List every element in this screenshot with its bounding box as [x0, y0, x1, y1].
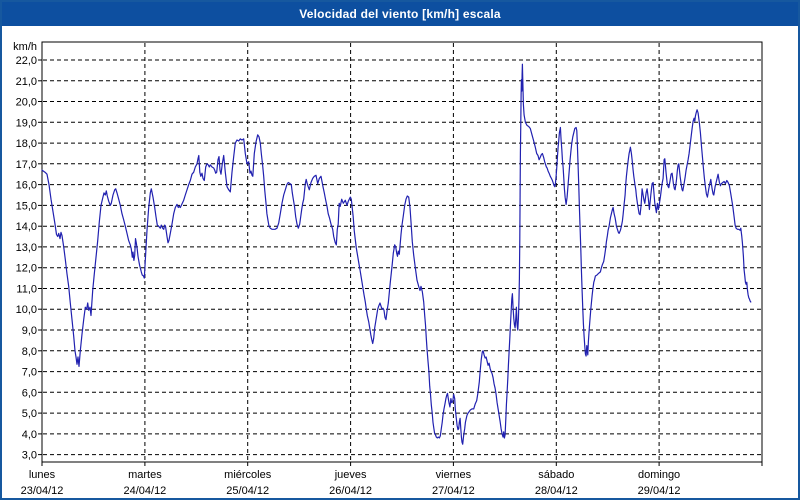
y-tick-label: 12,0 — [16, 263, 37, 275]
x-date-label: 26/04/12 — [329, 485, 372, 497]
y-tick-label: 20,0 — [16, 97, 37, 109]
wind-speed-series — [41, 63, 752, 445]
x-date-label: 24/04/12 — [123, 485, 166, 497]
plot-frame — [41, 41, 763, 463]
y-tick-label: 10,0 — [16, 304, 37, 316]
y-tick-label: 16,0 — [16, 180, 37, 192]
x-day-label: martes — [128, 469, 162, 481]
x-axis-labels: lunes 23/04/12 martes 24/04/12 miércoles 25/0… — [21, 469, 681, 497]
x-day-label: viernes — [436, 469, 472, 481]
wind-series-line — [41, 63, 752, 445]
y-tick-labels: 22,0 21,0 20,0 19,0 18,0 17,0 16,0 15,0 14,0 13,0… — [16, 55, 37, 462]
x-gridlines — [41, 43, 763, 466]
x-day-label: sábado — [538, 469, 574, 481]
y-tick-label: 9,0 — [22, 325, 37, 337]
y-tick-label: 21,0 — [16, 76, 37, 88]
x-day-label: miércoles — [224, 469, 272, 481]
x-date-label: 28/04/12 — [535, 485, 578, 497]
y-tick-label: 3,0 — [22, 450, 37, 462]
y-tick-label: 4,0 — [22, 429, 37, 441]
y-tick-label: 22,0 — [16, 55, 37, 67]
y-axis-unit-label: km/h — [13, 41, 37, 53]
y-tick-label: 11,0 — [16, 284, 37, 296]
y-tick-label: 6,0 — [22, 387, 37, 399]
y-tick-label: 14,0 — [16, 221, 37, 233]
window-title-bar: Velocidad del viento [km/h] escala — [2, 2, 798, 26]
y-tick-label: 8,0 — [22, 346, 37, 358]
y-tick-label: 15,0 — [16, 200, 37, 212]
x-day-label: domingo — [638, 469, 680, 481]
y-tick-label: 13,0 — [16, 242, 37, 254]
x-date-label: 25/04/12 — [226, 485, 269, 497]
x-day-label: lunes — [29, 469, 56, 481]
x-date-label: 29/04/12 — [638, 485, 681, 497]
y-tick-label: 17,0 — [16, 159, 37, 171]
y-tick-label: 18,0 — [16, 138, 37, 150]
x-day-label: jueves — [334, 469, 367, 481]
y-axis-unit: km/h — [13, 41, 37, 53]
y-tick-label: 19,0 — [16, 117, 37, 129]
x-date-label: 23/04/12 — [21, 485, 64, 497]
y-tick-label: 5,0 — [22, 408, 37, 420]
page-title: Velocidad del viento [km/h] escala — [299, 7, 501, 21]
y-gridlines — [38, 59, 761, 456]
x-date-label: 27/04/12 — [432, 485, 475, 497]
y-tick-label: 7,0 — [22, 367, 37, 379]
